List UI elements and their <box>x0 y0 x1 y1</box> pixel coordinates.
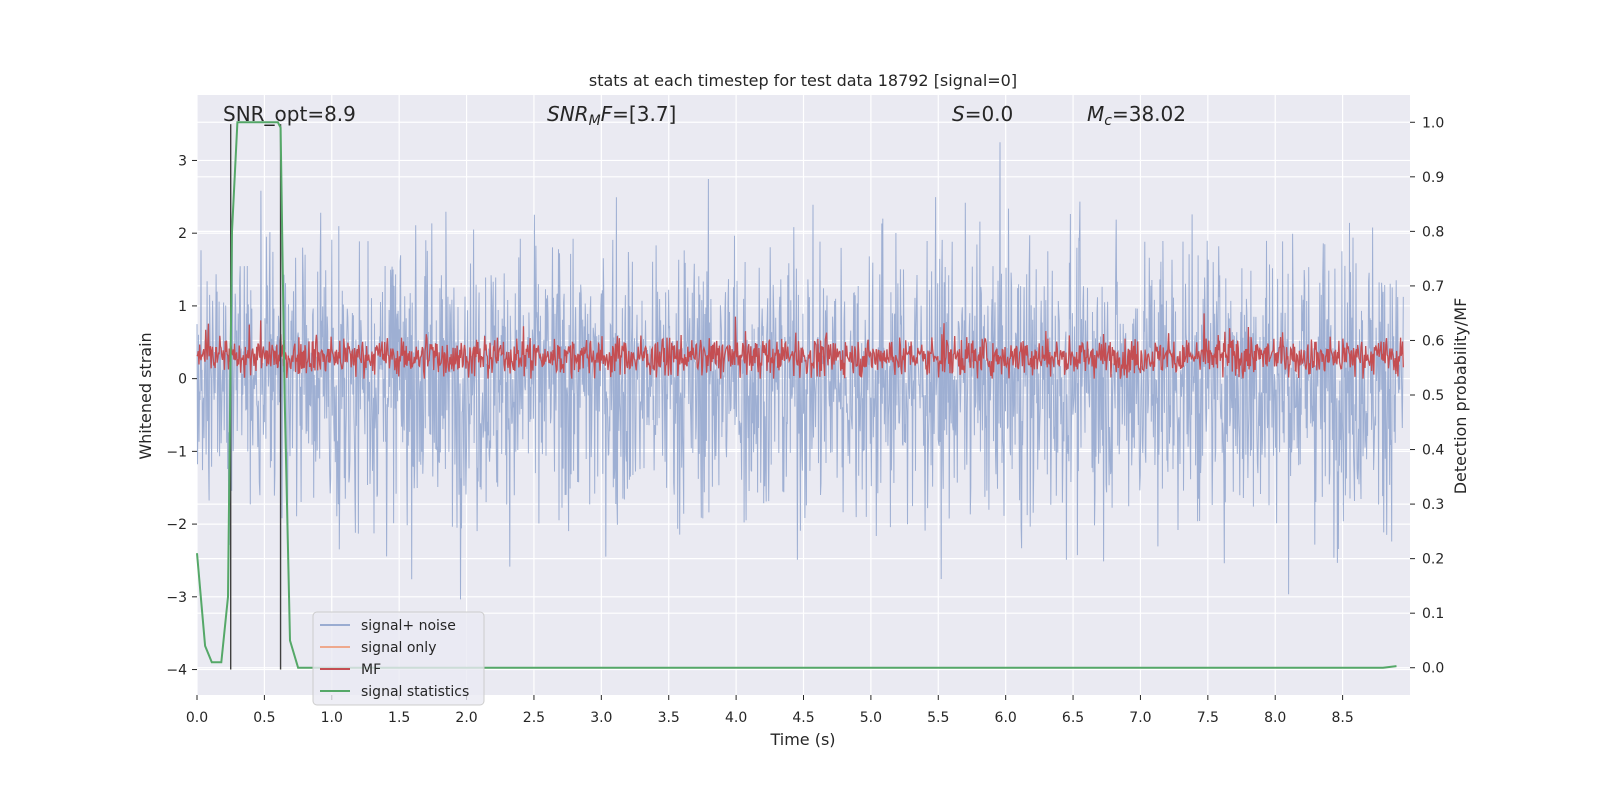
legend-label-mf: MF <box>361 662 381 678</box>
x-tick-label: 3.0 <box>590 710 612 726</box>
y2-tick-label: 0.3 <box>1422 497 1444 513</box>
chart-title: stats at each timestep for test data 187… <box>589 71 1017 90</box>
y2-tick-label: 0.7 <box>1422 279 1444 295</box>
x-tick-label: 3.5 <box>658 710 680 726</box>
series-signal-statistics <box>196 121 1397 669</box>
y-tick-label: 3 <box>178 153 187 169</box>
legend: signal+ noise signal only MF signal stat… <box>312 611 485 706</box>
annotation-snr-mf: SNRMF=[3.7] <box>547 102 676 129</box>
x-tick-label: 7.5 <box>1197 710 1219 726</box>
mf-line <box>196 313 1404 379</box>
y2-axis-ticks: 1.0 0.9 0.8 0.7 0.6 0.5 0.4 0.3 0.2 0.1 0.0 <box>1410 115 1444 677</box>
y2-tick-label: 0.1 <box>1422 606 1444 622</box>
y2-tick-label: 0.2 <box>1422 552 1444 568</box>
y2-tick-label: 0.5 <box>1422 388 1444 404</box>
x-tick-label: 1.5 <box>388 710 410 726</box>
x-tick-label: 4.0 <box>725 710 747 726</box>
x-axis-label: Time (s) <box>769 730 835 749</box>
signal-statistics-line <box>196 121 1397 669</box>
y2-tick-label: 0.9 <box>1422 170 1444 186</box>
legend-label-signal-noise: signal+ noise <box>361 618 456 634</box>
y-tick-label: −4 <box>166 663 187 679</box>
x-tick-label: 1.0 <box>321 710 343 726</box>
x-tick-label: 6.0 <box>995 710 1017 726</box>
y2-axis-label: Detection probability/MF <box>1451 298 1470 495</box>
legend-label-signal-only: signal only <box>361 640 436 656</box>
x-tick-label: 0.5 <box>253 710 275 726</box>
y-tick-label: −1 <box>166 444 187 460</box>
x-tick-label: 2.5 <box>523 710 545 726</box>
legend-label-signal-statistics: signal statistics <box>361 684 469 700</box>
x-tick-label: 8.5 <box>1331 710 1353 726</box>
x-tick-label: 6.5 <box>1062 710 1084 726</box>
x-tick-label: 2.0 <box>455 710 477 726</box>
y-tick-label: 0 <box>178 372 187 388</box>
x-axis-ticks: 0.0 0.5 1.0 1.5 2.0 2.5 3.0 3.5 4.0 4.5 5.0 5.5 6.0 6… <box>186 695 1354 726</box>
series-mf <box>196 313 1404 379</box>
x-tick-label: 4.5 <box>792 710 814 726</box>
x-tick-label: 5.5 <box>927 710 949 726</box>
y-tick-label: 2 <box>178 226 187 242</box>
signal-noise-line <box>196 142 1404 600</box>
y2-tick-label: 0.4 <box>1422 443 1444 459</box>
y-tick-label: −2 <box>166 517 187 533</box>
y2-tick-label: 1.0 <box>1422 115 1444 131</box>
series-signal-noise <box>196 142 1404 600</box>
y2-tick-label: 0.0 <box>1422 661 1444 677</box>
y2-tick-label: 0.8 <box>1422 224 1444 240</box>
x-tick-label: 7.0 <box>1129 710 1151 726</box>
x-tick-label: 0.0 <box>186 710 208 726</box>
legend-box <box>312 611 485 706</box>
x-tick-label: 5.0 <box>860 710 882 726</box>
x-tick-label: 8.0 <box>1264 710 1286 726</box>
y-axis-label: Whitened strain <box>136 332 155 459</box>
y-tick-label: 1 <box>178 299 187 315</box>
annotation-mc: Mc=38.02 <box>1087 102 1186 129</box>
y2-tick-label: 0.6 <box>1422 333 1444 349</box>
y-axis-ticks: 3 2 1 0 −1 −2 −3 −4 <box>166 153 197 679</box>
annotation-s: S=0.0 <box>952 102 1013 126</box>
annotation-snr-opt: SNR_opt=8.9 <box>223 102 356 126</box>
y-tick-label: −3 <box>166 590 187 606</box>
